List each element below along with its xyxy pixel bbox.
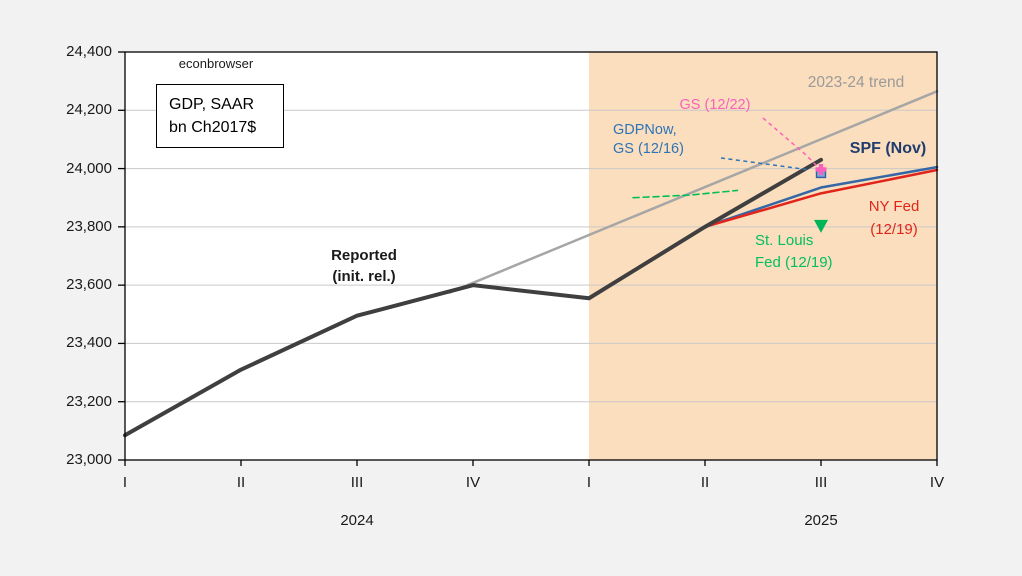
y-axis-label: 24,200: [66, 101, 112, 119]
x-axis-quarter-label: II: [236, 474, 246, 491]
2023-24-trend-line: [448, 90, 939, 294]
x-axis-year-label: 2025: [804, 512, 838, 529]
gdpnow-gs-label: GDPNow, GS (12/16): [613, 122, 684, 157]
x-axis-quarter-label: III: [350, 474, 364, 491]
x-axis-quarter-label: I: [586, 474, 592, 491]
plot-frame: [124, 51, 938, 461]
econbrowser-watermark: econbrowser: [178, 56, 254, 71]
x-axis-quarter-label: IV: [465, 474, 481, 491]
y-axis-label: 23,400: [66, 334, 112, 352]
y-axis-label: 23,600: [66, 276, 112, 294]
gs-plus-marker: [815, 163, 827, 175]
y-axis-label: 23,000: [66, 451, 112, 468]
x-axis-quarter-label: I: [122, 474, 128, 491]
spf-nov--line: [703, 165, 939, 229]
y-axis-label: 24,400: [66, 43, 112, 60]
gs-forecast-label: GS (12/22): [679, 97, 751, 113]
spf-series-label: SPF (Nov): [849, 140, 927, 157]
reported-series-label: Reported (init. rel.): [331, 247, 397, 285]
stlouis-triangle-marker: [814, 219, 828, 233]
ny-fed-12-19--line: [703, 168, 939, 229]
y-axis-label: 23,800: [66, 217, 112, 235]
x-axis-quarter-label: IV: [929, 474, 945, 491]
y-axis-label: 24,000: [66, 159, 112, 177]
x-axis-quarter-label: III: [814, 474, 828, 491]
stlouis-fed-label: St. Louis Fed (12/19): [755, 232, 833, 271]
reported-init-rel--line: [123, 157, 823, 438]
chart-title-box: GDP, SAAR bn Ch2017$: [156, 84, 284, 149]
trend-series-label: 2023-24 trend: [807, 74, 905, 91]
x-axis-quarter-label: II: [700, 474, 710, 491]
y-axis-label: 23,200: [66, 392, 112, 410]
shaded-forecast-region: [589, 52, 937, 460]
x-axis-year-label: 2024: [340, 512, 374, 529]
gs-leader: [762, 117, 818, 167]
nyfed-series-label: NY Fed (12/19): [868, 198, 920, 238]
